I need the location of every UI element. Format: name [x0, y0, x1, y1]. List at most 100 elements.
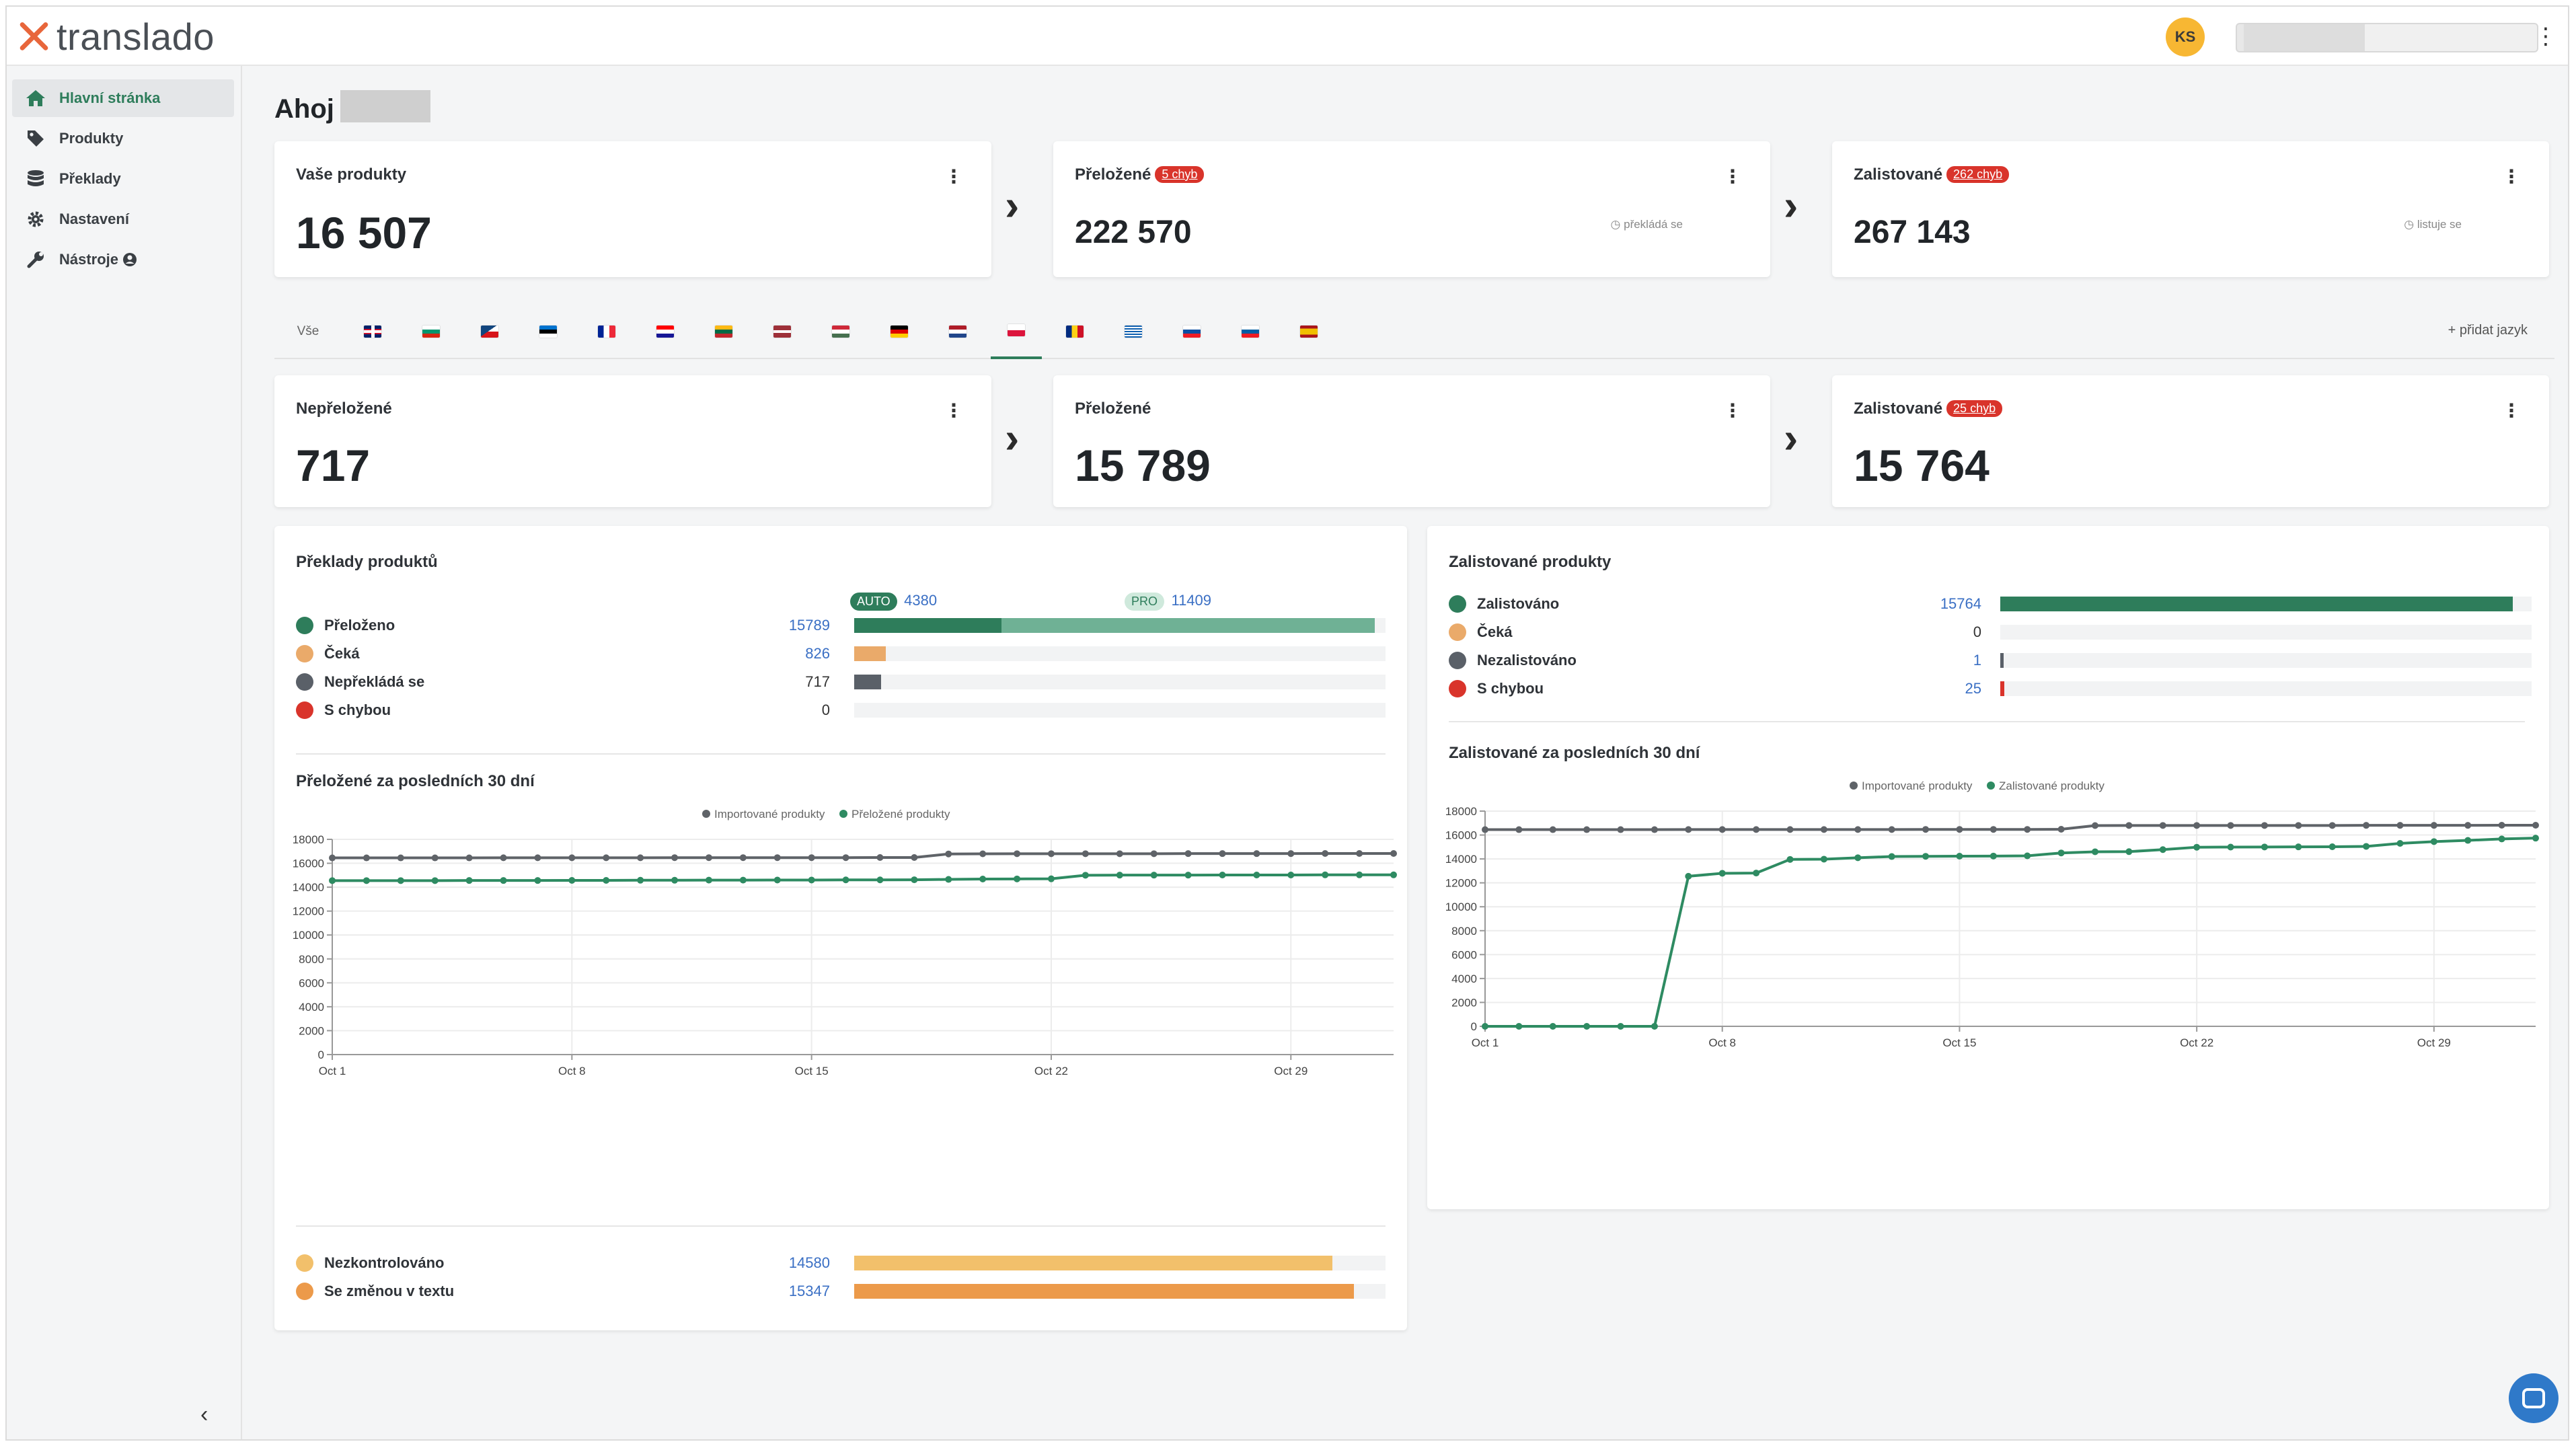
data-point[interactable] — [500, 854, 507, 862]
data-point[interactable] — [2396, 840, 2404, 847]
data-point[interactable] — [1990, 826, 1997, 833]
card-lang-listed[interactable]: Zalistované 25 chyb ⋮ 15 764 — [1832, 375, 2549, 507]
data-point[interactable] — [2532, 835, 2539, 842]
data-point[interactable] — [2261, 822, 2268, 829]
data-point[interactable] — [2024, 826, 2031, 833]
row-value[interactable]: 25 — [1965, 680, 1981, 697]
data-point[interactable] — [1820, 826, 1827, 833]
data-point[interactable] — [431, 877, 439, 884]
card-menu-icon[interactable]: ⋮ — [1723, 400, 1742, 421]
data-point[interactable] — [876, 854, 884, 862]
legend-row[interactable]: Se změnou v textu — [296, 1279, 454, 1303]
data-point[interactable] — [1150, 850, 1158, 858]
data-point[interactable] — [773, 854, 781, 862]
card-menu-icon[interactable]: ⋮ — [2502, 400, 2521, 421]
logo[interactable]: translado — [16, 15, 215, 58]
add-language-button[interactable]: + přidat jazyk — [2448, 323, 2528, 338]
data-point[interactable] — [534, 877, 541, 884]
data-point[interactable] — [876, 876, 884, 884]
data-point[interactable] — [568, 854, 576, 862]
auto-value[interactable]: 4380 — [904, 592, 938, 609]
vertical-dots-icon[interactable]: ⋮ — [2534, 24, 2557, 49]
data-point[interactable] — [1515, 826, 1523, 833]
row-value[interactable]: 1 — [1973, 652, 1981, 669]
tab-language-ro[interactable] — [1049, 304, 1100, 359]
data-point[interactable] — [1219, 850, 1226, 858]
error-badge[interactable]: 25 chyb — [1946, 400, 2003, 417]
data-point[interactable] — [1356, 849, 1363, 857]
data-point[interactable] — [397, 877, 404, 884]
tab-language-hr[interactable] — [640, 304, 691, 359]
tab-language-de[interactable] — [874, 304, 925, 359]
data-point[interactable] — [2430, 822, 2437, 829]
data-point[interactable] — [1047, 875, 1055, 882]
data-point[interactable] — [397, 854, 404, 862]
tab-language-nl[interactable] — [932, 304, 983, 359]
data-point[interactable] — [1356, 871, 1363, 878]
data-point[interactable] — [1651, 1023, 1658, 1030]
error-badge[interactable]: 5 chyb — [1155, 166, 1205, 183]
sidebar-item-tools[interactable]: Nástroje — [12, 241, 234, 278]
data-point[interactable] — [2227, 843, 2234, 851]
tab-language-fr[interactable] — [581, 304, 632, 359]
data-point[interactable] — [465, 877, 473, 884]
data-point[interactable] — [671, 854, 679, 862]
data-point[interactable] — [1184, 850, 1192, 858]
data-point[interactable] — [534, 854, 541, 862]
chat-button[interactable] — [2509, 1373, 2559, 1423]
sidebar-item-home[interactable]: Hlavní stránka — [12, 79, 234, 117]
data-point[interactable] — [2396, 822, 2404, 829]
data-point[interactable] — [2159, 846, 2166, 853]
data-point[interactable] — [1116, 850, 1123, 858]
data-point[interactable] — [1854, 826, 1862, 833]
error-badge[interactable]: 262 chyb — [1946, 166, 2010, 183]
data-point[interactable] — [2159, 822, 2166, 829]
user-name-field[interactable] — [2236, 23, 2538, 52]
legend-row[interactable]: Nezkontrolováno — [296, 1251, 444, 1275]
tab-language-sk[interactable] — [1166, 304, 1217, 359]
data-point[interactable] — [1014, 875, 1021, 882]
card-lang-translated[interactable]: Přeložené ⋮ 15 789 — [1053, 375, 1770, 507]
data-point[interactable] — [1854, 854, 1862, 862]
data-point[interactable] — [945, 876, 952, 883]
sidebar-item-settings[interactable]: Nastavení — [12, 200, 234, 238]
data-point[interactable] — [2295, 822, 2302, 829]
data-point[interactable] — [2328, 843, 2336, 850]
data-point[interactable] — [2498, 835, 2505, 843]
data-point[interactable] — [842, 876, 849, 884]
data-point[interactable] — [1287, 850, 1295, 858]
data-point[interactable] — [1322, 871, 1329, 878]
row-value[interactable]: 15789 — [788, 617, 830, 634]
data-point[interactable] — [637, 854, 644, 862]
card-menu-icon[interactable]: ⋮ — [2502, 166, 2521, 187]
data-point[interactable] — [911, 854, 918, 862]
data-point[interactable] — [911, 876, 918, 884]
sidebar-item-products[interactable]: Produkty — [12, 120, 234, 157]
data-point[interactable] — [2057, 826, 2065, 833]
tab-language-si[interactable] — [1225, 304, 1276, 359]
legend-row[interactable]: Nepřekládá se — [296, 670, 424, 694]
data-point[interactable] — [1116, 872, 1123, 879]
avatar[interactable]: KS — [2166, 17, 2205, 56]
data-point[interactable] — [2193, 843, 2201, 851]
data-point[interactable] — [1617, 1023, 1624, 1030]
tab-all-languages[interactable]: Vše — [288, 304, 328, 359]
data-point[interactable] — [1753, 826, 1760, 833]
tab-language-gr[interactable] — [1108, 304, 1159, 359]
data-point[interactable] — [1888, 826, 1895, 833]
data-point[interactable] — [1922, 826, 1930, 833]
data-point[interactable] — [603, 876, 610, 884]
data-point[interactable] — [1922, 853, 1930, 860]
data-point[interactable] — [2024, 852, 2031, 860]
tab-language-gb[interactable] — [347, 304, 398, 359]
data-point[interactable] — [1718, 870, 1726, 877]
data-point[interactable] — [1322, 849, 1329, 857]
data-point[interactable] — [1651, 826, 1658, 833]
data-point[interactable] — [568, 876, 576, 884]
data-point[interactable] — [739, 854, 747, 862]
row-value[interactable]: 14580 — [788, 1254, 830, 1271]
card-menu-icon[interactable]: ⋮ — [944, 400, 963, 421]
data-point[interactable] — [2057, 849, 2065, 857]
data-point[interactable] — [2091, 848, 2098, 855]
data-point[interactable] — [2532, 821, 2539, 829]
